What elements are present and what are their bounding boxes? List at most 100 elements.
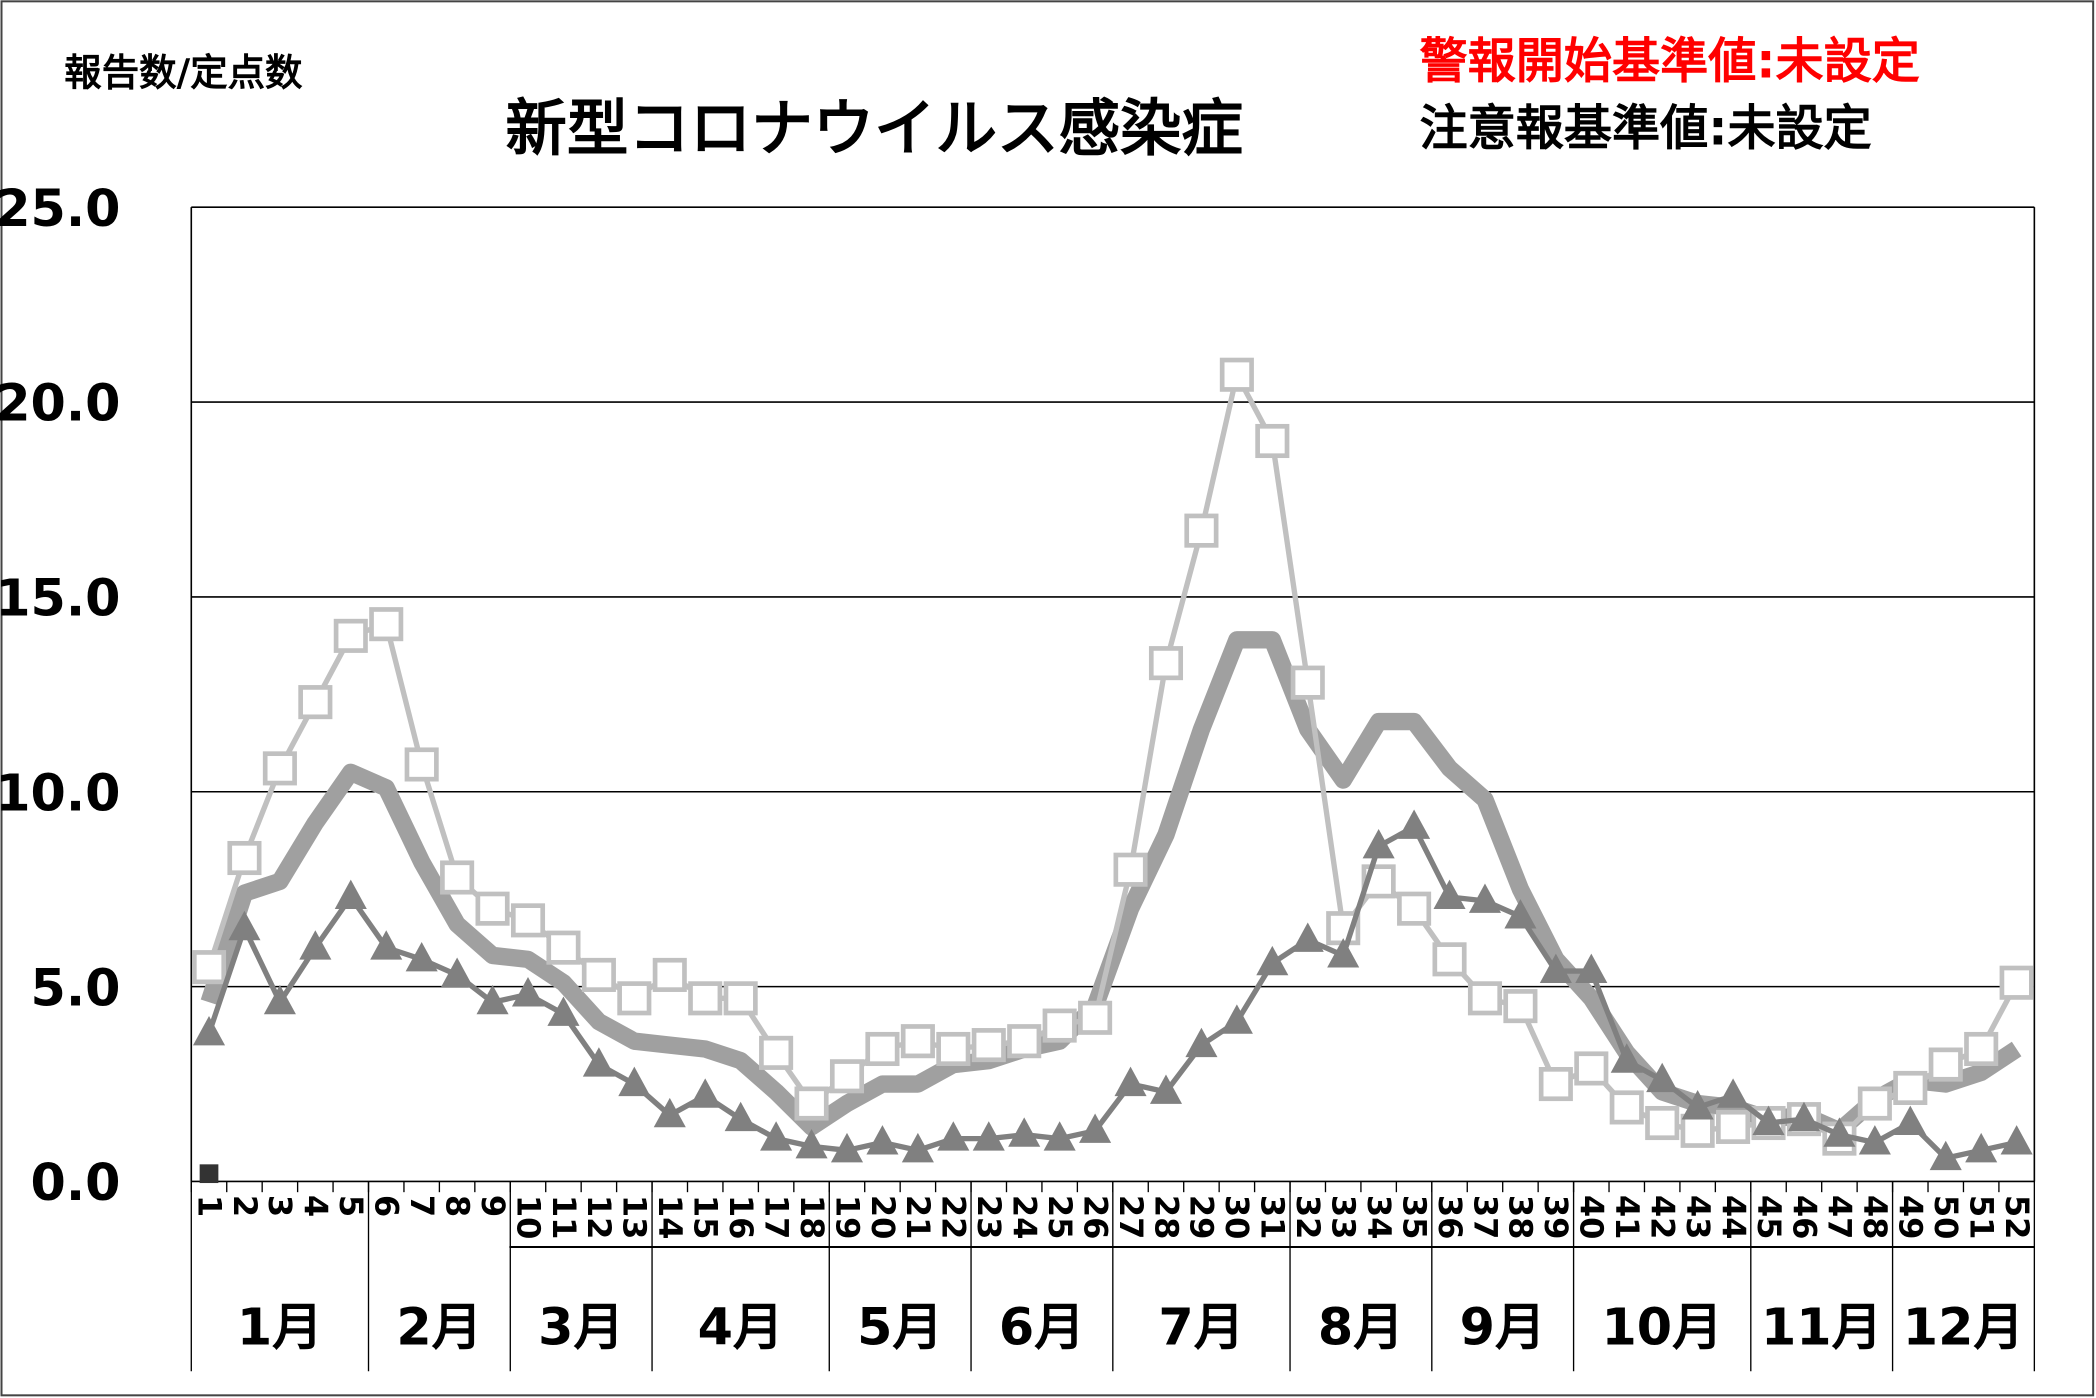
data-point-triangle	[1646, 1062, 1679, 1093]
week-tick-label: 50	[1927, 1195, 1965, 1240]
week-tick-label: 4	[297, 1195, 335, 1217]
week-tick-label: 21	[899, 1195, 937, 1240]
week-tick-label: 49	[1892, 1195, 1930, 1240]
data-point-triangle	[1575, 953, 1608, 984]
week-tick-label: 11	[545, 1195, 583, 1240]
data-point-triangle	[1929, 1140, 1962, 1171]
week-tick-label: 18	[793, 1195, 831, 1240]
week-tick-label: 5	[332, 1195, 370, 1217]
data-point-square	[581, 957, 616, 992]
data-point-triangle	[1717, 1078, 1750, 1108]
data-point-square	[1645, 1105, 1680, 1141]
week-tick-label: 19	[828, 1195, 866, 1240]
data-point-square	[1893, 1070, 1928, 1105]
week-tick-label: 26	[1076, 1195, 1114, 1240]
data-point-triangle	[1008, 1117, 1041, 1147]
data-point-triangle	[618, 1066, 651, 1097]
week-tick-label: 13	[616, 1195, 654, 1240]
y-tick-label: 10.0	[0, 763, 120, 822]
data-point-triangle	[795, 1129, 828, 1159]
data-point-square	[369, 607, 404, 642]
data-point-square	[333, 618, 368, 653]
data-point-square	[1999, 965, 2034, 1000]
week-tick-label: 29	[1183, 1195, 1221, 1240]
series-triangles	[192, 809, 2033, 1171]
data-point-triangle	[263, 984, 296, 1015]
data-point-square	[227, 840, 262, 876]
week-tick-label: 40	[1573, 1195, 1611, 1240]
week-tick-label: 9	[474, 1195, 512, 1217]
data-point-square	[794, 1086, 829, 1121]
y-tick-label: 15.0	[0, 569, 120, 628]
data-point-square	[1255, 423, 1290, 459]
month-label: 5月	[857, 1298, 943, 1357]
data-point-square	[191, 950, 227, 985]
data-point-triangle	[228, 910, 261, 941]
data-point-square	[475, 891, 510, 926]
week-tick-label: 45	[1750, 1195, 1788, 1240]
week-tick-label: 46	[1785, 1195, 1823, 1240]
data-point-triangle	[1965, 1132, 1998, 1163]
month-label: 10月	[1601, 1298, 1722, 1357]
data-point-square	[1680, 1113, 1715, 1148]
week-tick-label: 12	[580, 1195, 618, 1240]
month-label: 2月	[396, 1298, 482, 1357]
week-tick-label: 1	[190, 1195, 228, 1217]
data-point-square	[1609, 1090, 1644, 1125]
y-tick-label: 0.0	[31, 1153, 121, 1212]
data-point-triangle	[1610, 1043, 1643, 1073]
data-point-square	[1148, 646, 1184, 681]
data-point-square	[759, 1035, 794, 1070]
series-light-squares	[191, 357, 2034, 1156]
month-label: 8月	[1318, 1298, 1404, 1357]
alert-threshold-label: 警報開始基準値:未設定	[1420, 34, 1920, 90]
data-point-triangle	[441, 957, 474, 987]
week-tick-label: 36	[1431, 1195, 1469, 1240]
y-tick-labels: 0.0 5.0 10.0 15.0 20.0 25.0	[0, 179, 120, 1212]
month-label: 3月	[538, 1298, 624, 1357]
series-layer	[191, 357, 2034, 1184]
data-point-triangle	[1291, 922, 1324, 952]
data-point-triangle	[1220, 1004, 1253, 1034]
y-tick-label: 5.0	[31, 958, 121, 1017]
data-point-square	[404, 747, 439, 782]
week-tick-label: 39	[1537, 1195, 1575, 1240]
gridlines	[190, 206, 2036, 1183]
y-axis-label: 報告数/定点数	[64, 51, 303, 95]
data-point-triangle	[1787, 1101, 1821, 1132]
data-point-square	[1184, 513, 1219, 548]
week-tick-label: 15	[687, 1195, 725, 1240]
week-tick-label: 25	[1041, 1195, 1079, 1240]
data-point-triangle	[1114, 1066, 1147, 1097]
data-point-square	[1432, 942, 1467, 977]
data-point-triangle	[476, 984, 509, 1015]
data-point-square	[971, 1028, 1006, 1063]
data-point-square	[1467, 981, 1503, 1016]
data-point-triangle	[405, 941, 438, 972]
week-tick-label: 24	[1006, 1195, 1044, 1240]
data-point-triangle	[2000, 1125, 2033, 1155]
week-tick-label: 33	[1325, 1195, 1363, 1240]
data-point-square	[652, 957, 687, 992]
month-label: 11月	[1761, 1298, 1882, 1357]
data-point-square	[1716, 1109, 1751, 1144]
week-tick-label: 2	[226, 1195, 264, 1217]
data-point-square	[688, 981, 723, 1016]
data-point-square	[546, 930, 581, 965]
data-point-triangle	[370, 930, 403, 960]
data-point-triangle	[299, 930, 332, 960]
data-point-square	[510, 903, 546, 938]
data-point-triangle	[1256, 945, 1289, 976]
data-point-triangle	[866, 1125, 899, 1155]
week-tick-label: 42	[1644, 1195, 1682, 1240]
data-point-triangle	[1079, 1113, 1112, 1143]
data-point-square	[1503, 989, 1538, 1024]
data-point-triangle	[1043, 1121, 1076, 1151]
data-point-triangle	[830, 1132, 864, 1163]
week-tick-label: 51	[1962, 1195, 2000, 1240]
week-tick-label: 43	[1679, 1195, 1717, 1240]
data-point-triangle	[1149, 1074, 1183, 1104]
week-tick-label: 16	[722, 1195, 760, 1240]
